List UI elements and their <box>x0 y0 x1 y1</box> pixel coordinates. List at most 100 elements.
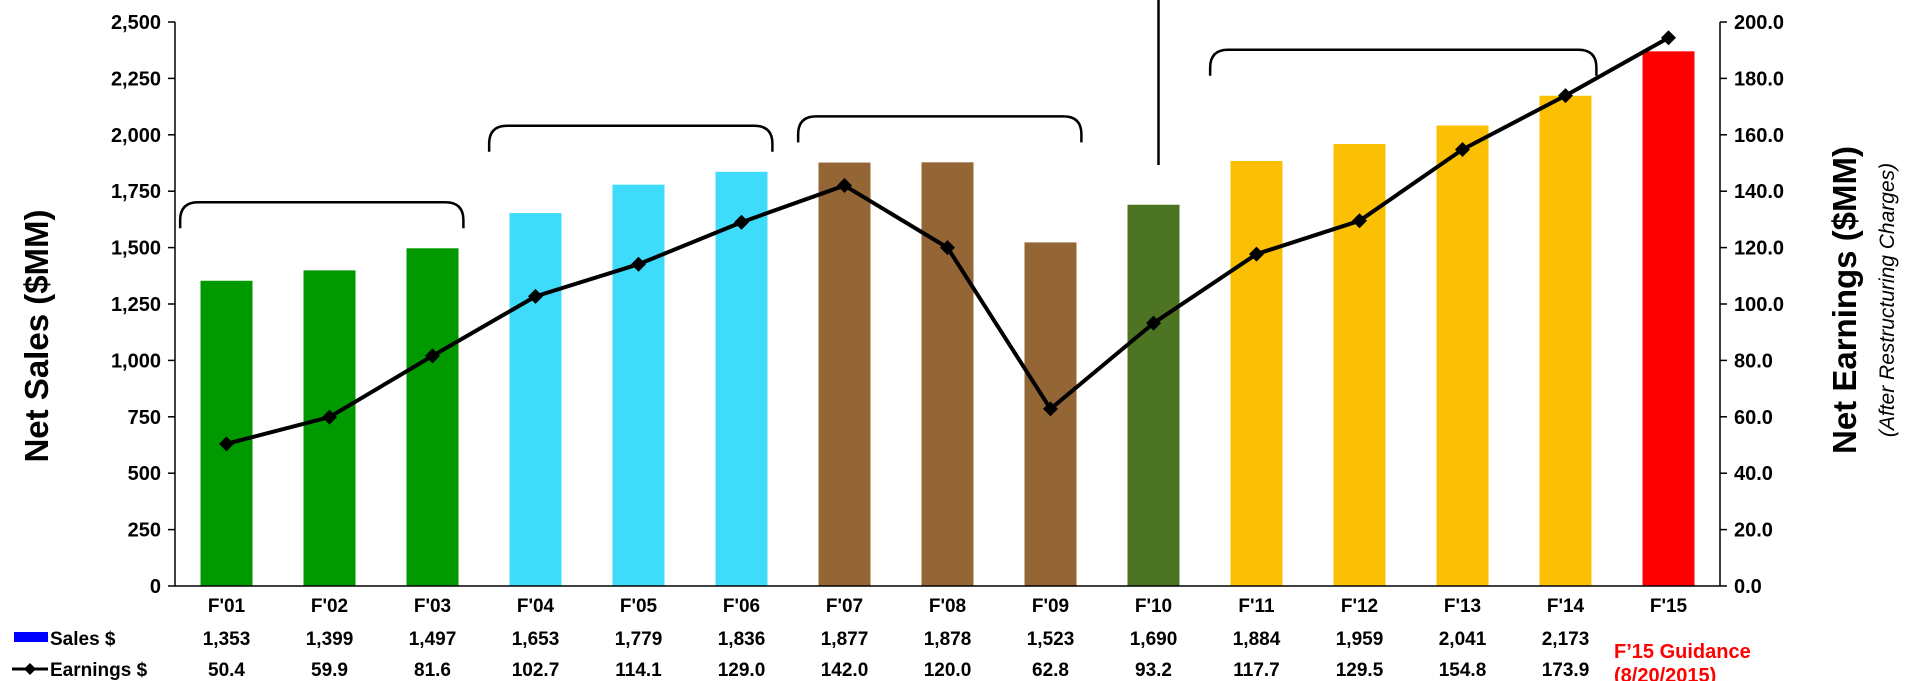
earnings-point <box>1352 213 1367 229</box>
guidance-label: F’15 Guidance <box>1614 641 1751 663</box>
sales-bar <box>509 213 562 587</box>
right-tick-label: 160.0 <box>1734 125 1784 147</box>
earnings-value-label: 120.0 <box>924 660 972 681</box>
earnings-point <box>940 240 955 256</box>
sales-bar <box>1230 160 1283 586</box>
sales-bar <box>818 162 871 586</box>
sales-value-label: 1,878 <box>924 629 972 650</box>
category-label: F'08 <box>929 596 966 617</box>
sales-value-label: 1,836 <box>718 629 766 650</box>
earnings-value-label: 59.9 <box>311 660 348 681</box>
sales-value-label: 1,523 <box>1027 629 1075 650</box>
earnings-value-label: 93.2 <box>1135 660 1172 681</box>
category-label: F'04 <box>517 596 555 617</box>
sales-bar <box>1642 51 1695 586</box>
earnings-value-label: 129.0 <box>718 660 766 681</box>
right-tick-label: 200.0 <box>1734 12 1784 34</box>
sales-bar <box>303 270 356 586</box>
right-axis-title: Net Earnings ($MM) <box>1826 146 1863 454</box>
left-tick-label: 0 <box>150 576 161 598</box>
earnings-value-label: 142.0 <box>821 660 869 681</box>
category-label: F'15 <box>1650 596 1688 617</box>
sales-value-label: 1,497 <box>409 629 457 650</box>
period-bracket <box>796 115 1083 143</box>
sales-value-label: 2,173 <box>1542 629 1590 650</box>
legend-sales-label: Sales $ <box>50 629 116 650</box>
category-label: F'07 <box>826 596 863 617</box>
left-tick-label: 1,750 <box>111 181 161 203</box>
right-tick-label: 140.0 <box>1734 181 1784 203</box>
sales-value-label: 2,041 <box>1439 629 1487 650</box>
category-label: F'14 <box>1547 596 1585 617</box>
earnings-point <box>322 409 337 425</box>
category-label: F'09 <box>1032 596 1069 617</box>
earnings-point <box>1661 30 1676 46</box>
category-label: F'12 <box>1341 596 1378 617</box>
left-axis-title: Net Sales ($MM) <box>18 209 55 462</box>
right-tick-label: 80.0 <box>1734 350 1773 372</box>
category-label: F'11 <box>1238 596 1275 617</box>
sales-bar <box>1127 204 1180 586</box>
earnings-point <box>1043 401 1058 417</box>
sales-value-label: 1,779 <box>615 629 663 650</box>
earnings-point <box>1558 88 1573 104</box>
left-tick-label: 500 <box>128 463 161 485</box>
data-table: 1,353 1,399 1,497 1,653 1,779 1,836 1,877 1,878… <box>203 629 1590 681</box>
left-tick-label: 1,500 <box>111 238 161 260</box>
earnings-value-label: 81.6 <box>414 660 451 681</box>
period-brackets <box>178 48 1598 229</box>
left-tick-label: 750 <box>128 407 161 429</box>
left-tick-label: 1,250 <box>111 294 161 316</box>
left-axis-ticks: 0 250 500 750 1,000 1,250 1,500 1,750 2,000 2,250… <box>111 12 175 598</box>
earnings-value-label: 102.7 <box>512 660 560 681</box>
category-label: F'06 <box>723 596 760 617</box>
sales-value-label: 1,877 <box>821 629 869 650</box>
category-label: F'13 <box>1444 596 1481 617</box>
chart-axes <box>174 0 1721 587</box>
sales-value-label: 1,959 <box>1336 629 1384 650</box>
earnings-line <box>219 30 1676 452</box>
earnings-value-label: 114.1 <box>615 660 662 681</box>
right-tick-label: 40.0 <box>1734 463 1773 485</box>
legend-earnings-marker <box>24 663 36 675</box>
left-tick-label: 2,000 <box>111 125 161 147</box>
left-tick-label: 1,000 <box>111 350 161 372</box>
right-axis-subtitle: (After Restructuring Charges) <box>1876 163 1899 437</box>
guidance-date: (8/20/2015) <box>1614 665 1716 681</box>
sales-bar <box>1436 125 1489 586</box>
period-bracket <box>178 201 465 229</box>
sales-bar <box>1539 95 1592 586</box>
legend-sales-swatch <box>14 632 48 642</box>
category-label: F'05 <box>620 596 658 617</box>
earnings-point <box>219 436 234 452</box>
earnings-value-label: 154.8 <box>1439 660 1487 681</box>
right-tick-label: 20.0 <box>1734 520 1773 542</box>
right-tick-label: 120.0 <box>1734 238 1784 260</box>
legend-earnings-label: Earnings $ <box>50 660 148 681</box>
category-labels: F'01 F'02 F'03 F'04 F'05 F'06 F'07 F'08 F'09 F'10… <box>208 596 1688 617</box>
sales-value-label: 1,884 <box>1233 629 1281 650</box>
category-label: F'01 <box>208 596 246 617</box>
right-tick-label: 60.0 <box>1734 407 1773 429</box>
earnings-point <box>528 288 543 304</box>
sales-value-label: 1,399 <box>306 629 354 650</box>
right-tick-label: 100.0 <box>1734 294 1784 316</box>
earnings-point <box>1249 246 1264 262</box>
sales-bar <box>200 280 253 586</box>
sales-bar <box>406 248 459 586</box>
earnings-value-label: 117.7 <box>1233 660 1280 681</box>
earnings-point <box>837 178 852 194</box>
earnings-value-label: 50.4 <box>208 660 245 681</box>
sales-bars <box>200 51 1695 587</box>
left-tick-label: 250 <box>128 520 161 542</box>
left-tick-label: 2,250 <box>111 68 161 90</box>
right-tick-label: 0.0 <box>1734 576 1762 598</box>
period-bracket <box>487 124 774 152</box>
sales-bar <box>921 162 974 587</box>
category-label: F'03 <box>414 596 451 617</box>
earnings-value-label: 173.9 <box>1542 660 1590 681</box>
sales-value-label: 1,690 <box>1130 629 1178 650</box>
right-tick-label: 180.0 <box>1734 68 1784 90</box>
earnings-point <box>1455 141 1470 157</box>
